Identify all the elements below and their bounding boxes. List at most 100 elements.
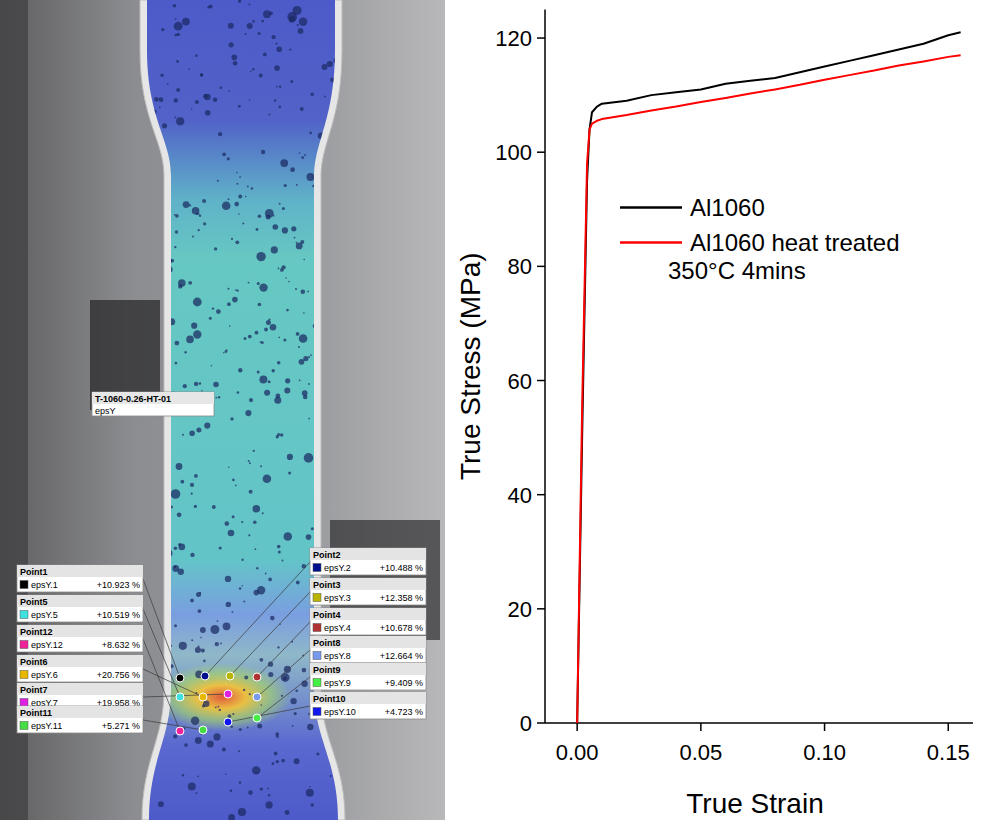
swatch	[20, 671, 28, 679]
speckle	[232, 611, 234, 613]
speckle	[342, 75, 344, 77]
figure: T-1060-0.26-HT-01epsYPoint1epsY.1+10.923…	[0, 0, 981, 820]
point-value: +4.723 %	[385, 707, 423, 717]
leader-line	[257, 650, 310, 697]
point-value: +10.678 %	[380, 623, 423, 633]
speckle	[296, 243, 303, 250]
speckle	[217, 706, 219, 708]
speckle	[270, 324, 277, 331]
speckle	[257, 282, 260, 285]
speckle	[325, 380, 327, 382]
speckle	[340, 306, 344, 310]
series-line	[577, 32, 960, 723]
speckle	[259, 376, 267, 384]
speckle	[213, 382, 219, 388]
speckle	[228, 90, 230, 92]
speckle	[202, 199, 206, 203]
speckle	[146, 640, 148, 642]
speckle	[183, 384, 187, 388]
speckle	[248, 534, 250, 536]
y-axis-title: True Stress (MPa)	[455, 252, 486, 480]
speckle	[176, 60, 179, 63]
speckle	[140, 308, 142, 310]
speckle	[244, 337, 247, 340]
speckle	[295, 690, 298, 693]
speckle	[288, 471, 291, 474]
speckle	[333, 400, 335, 402]
speckle	[287, 454, 293, 460]
point-value: +20.756 %	[97, 670, 140, 680]
speckle	[228, 198, 230, 200]
label-box	[92, 392, 214, 416]
speckle	[260, 787, 263, 790]
speckle	[290, 21, 292, 23]
speckle	[279, 106, 282, 109]
speckle	[228, 530, 235, 537]
speckle	[151, 372, 158, 379]
speckle	[238, 808, 246, 816]
speckle	[174, 98, 178, 102]
speckle	[256, 252, 265, 261]
speckle	[194, 474, 198, 478]
speckle	[268, 380, 271, 383]
speckle	[226, 602, 231, 607]
speckle	[163, 444, 165, 446]
speckle	[243, 689, 245, 691]
box-title-bg	[17, 683, 143, 695]
swatch	[20, 581, 28, 589]
field-name: epsY	[95, 406, 116, 416]
speckle	[289, 49, 291, 51]
speckle	[266, 801, 273, 808]
speckle	[210, 625, 219, 634]
speckle	[220, 86, 223, 89]
speckle	[203, 701, 209, 707]
speckle	[248, 790, 253, 795]
speckle	[338, 382, 341, 385]
speckle	[267, 788, 269, 790]
speckle	[237, 391, 240, 394]
speckle	[196, 213, 198, 215]
speckle	[214, 247, 217, 250]
speckle	[154, 97, 159, 102]
speckle	[272, 369, 275, 372]
point-box: Point12epsY.12+8.632 %	[17, 625, 143, 652]
speckle	[255, 331, 259, 335]
speckle	[156, 304, 158, 306]
swatch	[20, 641, 28, 649]
point-dots	[176, 672, 261, 735]
speckle	[324, 232, 332, 240]
box	[17, 706, 143, 733]
speckle	[336, 771, 341, 776]
swatch	[313, 594, 321, 602]
speckle	[219, 546, 222, 549]
speckle	[298, 28, 304, 34]
legend-swatch	[620, 241, 682, 244]
speckle	[290, 80, 293, 83]
speckle	[190, 599, 194, 603]
speckle	[174, 246, 176, 248]
speckle	[339, 319, 343, 323]
speckle	[245, 196, 247, 198]
speckle	[166, 266, 173, 273]
speckle	[256, 228, 259, 231]
speckle	[299, 334, 308, 343]
speckle	[160, 442, 168, 450]
speckle	[273, 224, 279, 230]
speckle	[248, 335, 252, 339]
point-dot	[253, 693, 261, 701]
speckle	[174, 34, 177, 37]
speckle	[160, 444, 166, 450]
speckle	[279, 203, 281, 205]
speckle	[253, 521, 257, 525]
speckle	[336, 81, 339, 84]
speckle	[239, 176, 241, 178]
speckle	[220, 643, 222, 645]
speckle	[211, 365, 213, 367]
box	[17, 595, 143, 622]
speckle	[199, 215, 201, 217]
speckle	[151, 774, 153, 776]
speckle	[239, 728, 242, 731]
speckle	[283, 339, 286, 342]
speckle	[303, 259, 305, 261]
specimen-name: T-1060-0.26-HT-01	[95, 394, 171, 404]
